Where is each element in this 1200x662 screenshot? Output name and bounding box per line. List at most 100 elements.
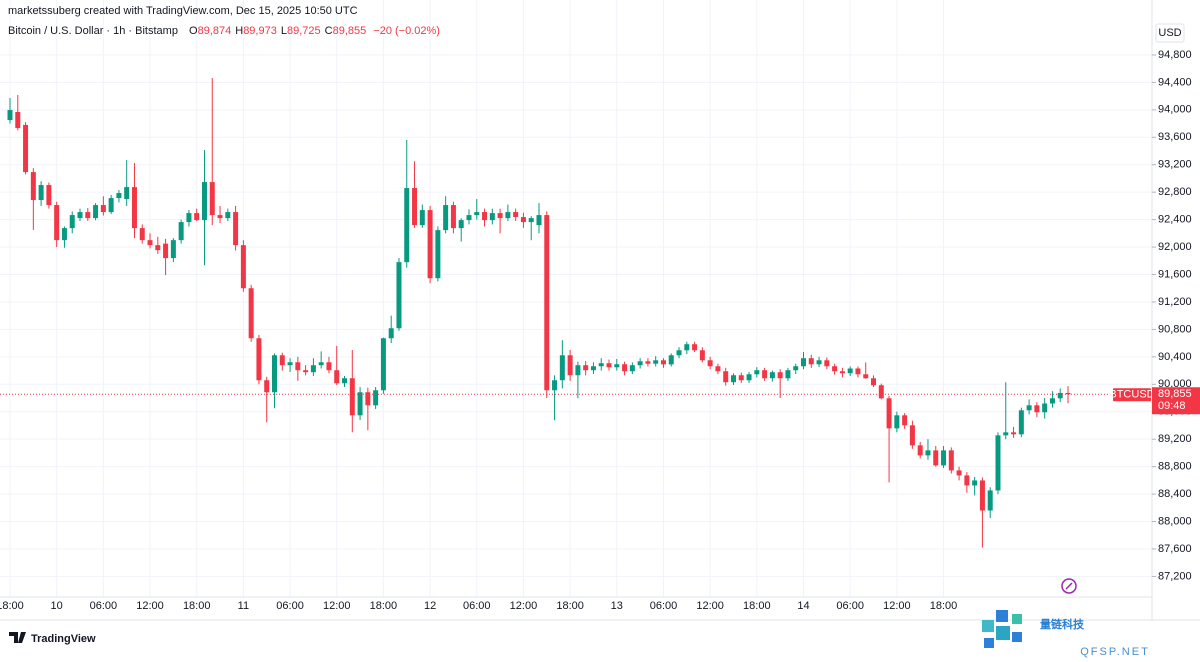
- candle-body: [676, 350, 682, 356]
- ohlc-label: L: [281, 25, 287, 37]
- candle-body: [93, 205, 99, 219]
- unit-box: [1155, 23, 1185, 43]
- candle-body: [38, 185, 44, 201]
- legend-line: Bitcoin / U.S. Dollar · 1h · Bitstamp O8…: [8, 25, 440, 37]
- candle-body: [699, 350, 705, 361]
- plot-area: [0, 0, 1152, 597]
- y-tick-label: 94,400: [1158, 76, 1192, 88]
- candle-body: [201, 182, 207, 221]
- candle-body: [427, 210, 433, 279]
- x-tick-label: 12:00: [323, 600, 351, 612]
- candle-body: [552, 380, 558, 391]
- x-tick-label: 12:00: [883, 600, 911, 612]
- candle-body: [264, 380, 270, 393]
- candle-body: [684, 344, 690, 351]
- candle-body: [419, 210, 425, 226]
- candle-body: [1042, 403, 1048, 413]
- candle-body: [925, 450, 931, 456]
- candle-body: [746, 374, 752, 381]
- candle-body: [458, 220, 464, 229]
- candle-body: [443, 205, 449, 231]
- candle-body: [536, 215, 542, 226]
- candle-body: [590, 366, 596, 371]
- candle-body: [334, 370, 340, 384]
- candle-body: [466, 215, 472, 221]
- tradingview-logo: TradingView: [9, 632, 96, 645]
- ohlc-value: 89,725: [287, 25, 321, 37]
- y-tick-label: 91,600: [1158, 268, 1192, 280]
- y-tick-label: 88,800: [1158, 461, 1192, 473]
- ohlc: O89,874 H89,973 L89,725 C89,855: [189, 25, 366, 37]
- y-tick-label: 89,200: [1158, 433, 1192, 445]
- candle-body: [450, 205, 456, 229]
- candle-body: [987, 490, 993, 511]
- candle-body: [894, 415, 900, 429]
- candle-body: [723, 371, 729, 383]
- candle-body: [730, 375, 736, 383]
- candle-body: [30, 172, 36, 201]
- x-tick-label: 12:00: [136, 600, 164, 612]
- price-tag: [1152, 387, 1200, 415]
- candle-body: [310, 365, 316, 373]
- candle-body: [505, 212, 511, 219]
- candle-body: [762, 370, 768, 379]
- candle-body: [365, 392, 371, 406]
- candle-body: [497, 213, 503, 219]
- x-tick-label: 18:00: [556, 600, 584, 612]
- ohlc-label: O: [189, 25, 198, 37]
- x-tick-label: 06:00: [276, 600, 304, 612]
- candle-body: [583, 365, 589, 371]
- candle-body: [295, 362, 301, 371]
- candle-body: [598, 363, 604, 367]
- candle-body: [622, 364, 628, 372]
- x-tick-label: 11: [238, 600, 249, 612]
- y-tick-label: 94,800: [1158, 49, 1192, 61]
- x-tick-label: 06:00: [836, 600, 864, 612]
- candle-body: [233, 212, 239, 246]
- candle-body: [793, 366, 799, 371]
- candle-body: [668, 355, 674, 365]
- y-tick-label: 93,200: [1158, 159, 1192, 171]
- candle-body: [785, 370, 791, 379]
- candle-body: [139, 228, 145, 241]
- candle-body: [816, 360, 822, 365]
- candle-body: [941, 450, 947, 466]
- candle-body: [23, 124, 29, 173]
- x-tick-label: 18:00: [930, 600, 958, 612]
- candle-body: [7, 110, 13, 121]
- candle-body: [287, 362, 293, 366]
- candle-body: [77, 212, 83, 219]
- candle-body: [839, 371, 845, 374]
- candle-body: [824, 360, 830, 367]
- candle-body: [909, 425, 915, 446]
- y-tick-label: 87,600: [1158, 543, 1192, 555]
- candle-body: [349, 378, 355, 416]
- candle-body: [131, 187, 137, 229]
- candle-body: [660, 360, 666, 365]
- candle-body: [629, 365, 635, 372]
- candle-body: [61, 228, 67, 241]
- candle-body: [917, 445, 923, 456]
- candle-body: [342, 378, 348, 384]
- candle-body: [326, 362, 332, 371]
- x-tick-label: 10: [51, 600, 63, 612]
- candle-body: [380, 338, 386, 391]
- candle-body: [847, 368, 853, 374]
- candle-body: [388, 328, 394, 339]
- x-tick-label: 18:00: [370, 600, 398, 612]
- candle-body: [606, 363, 612, 368]
- candle-body: [194, 213, 200, 221]
- candle-body: [100, 205, 106, 213]
- y-tick-label: 92,400: [1158, 214, 1192, 226]
- candle-body: [178, 222, 184, 241]
- x-tick-label: 06:00: [463, 600, 491, 612]
- candle-body: [396, 262, 402, 329]
- watermark-url: QFSP.NET: [1080, 646, 1150, 658]
- change: −20 (−0.02%): [373, 25, 440, 37]
- candle-body: [108, 198, 114, 213]
- ohlc-value: 89,874: [198, 25, 232, 37]
- candle-body: [272, 355, 277, 393]
- candle-body: [886, 398, 892, 429]
